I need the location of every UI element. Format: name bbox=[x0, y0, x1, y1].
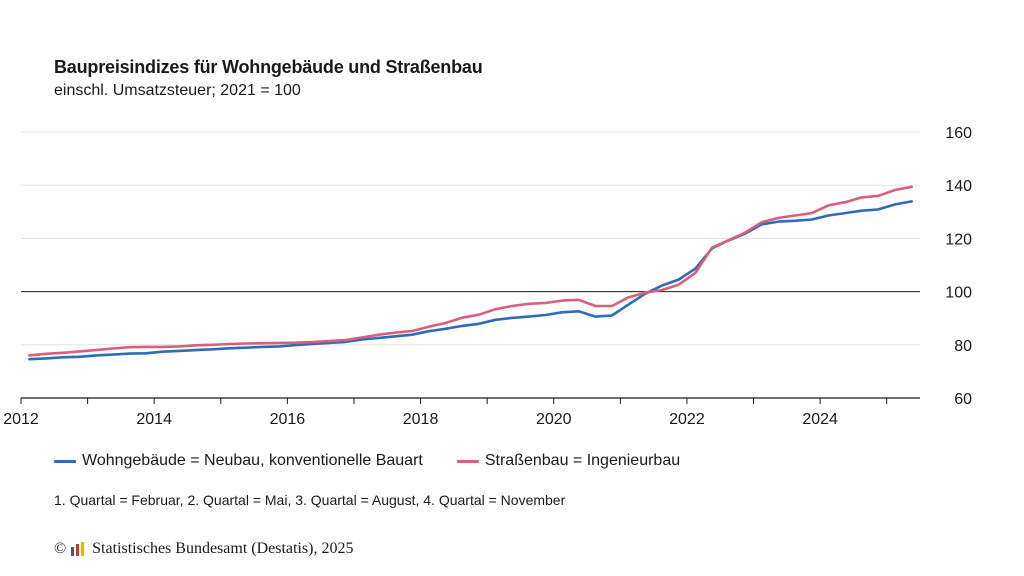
copyright-symbol: © bbox=[54, 540, 67, 557]
y-tick-label-160: 160 bbox=[945, 125, 972, 142]
gridlines bbox=[21, 131, 920, 346]
legend-swatch-wohngebaeude bbox=[54, 459, 76, 463]
x-tick-label-2016: 2016 bbox=[270, 411, 306, 428]
legend: Wohngebäude = Neubau, konventionelle Bau… bbox=[54, 452, 714, 470]
x-tick-label-2020: 2020 bbox=[536, 411, 572, 428]
legend-item-strassenbau[interactable]: Straßenbau = Ingenieurbau bbox=[456, 452, 681, 470]
series-line-wohngebaeude bbox=[27, 200, 914, 361]
series-lines bbox=[27, 185, 914, 361]
source-line: © Statistisches Bundesamt (Destatis), 20… bbox=[54, 540, 353, 558]
x-tick-label-2012: 2012 bbox=[3, 411, 39, 428]
x-tick-label-2024: 2024 bbox=[802, 411, 838, 428]
y-tick-label-80: 80 bbox=[954, 338, 972, 355]
x-tick-label-2018: 2018 bbox=[403, 411, 439, 428]
y-tick-label-120: 120 bbox=[945, 231, 972, 248]
quarter-note: 1. Quartal = Februar, 2. Quartal = Mai, … bbox=[54, 492, 566, 508]
y-axis: 60 80 100 120 140 160 bbox=[945, 125, 972, 408]
y-tick-label-60: 60 bbox=[954, 391, 972, 408]
line-chart: 2012 2014 2016 2018 2020 2022 2024 60 80 100 120 1… bbox=[3, 125, 972, 428]
x-tick-label-2022: 2022 bbox=[669, 411, 705, 428]
legend-swatch-strassenbau bbox=[456, 459, 479, 463]
y-tick-label-140: 140 bbox=[945, 178, 972, 195]
source-text: Statistisches Bundesamt (Destatis), 2025 bbox=[92, 540, 354, 557]
x-tick-label-2014: 2014 bbox=[136, 411, 172, 428]
destatis-logo-icon bbox=[71, 542, 85, 556]
x-axis: 2012 2014 2016 2018 2020 2022 2024 bbox=[3, 397, 920, 428]
chart-title: Baupreisindizes für Wohngebäude und Stra… bbox=[54, 57, 483, 77]
chart-subtitle: einschl. Umsatzsteuer; 2021 = 100 bbox=[54, 82, 301, 99]
legend-label-wohngebaeude: Wohngebäude = Neubau, konventionelle Bau… bbox=[82, 452, 423, 469]
legend-item-wohngebaeude[interactable]: Wohngebäude = Neubau, konventionelle Bau… bbox=[54, 452, 423, 470]
y-tick-label-100: 100 bbox=[945, 285, 972, 302]
series-line-strassenbau bbox=[27, 185, 914, 357]
legend-label-strassenbau: Straßenbau = Ingenieurbau bbox=[484, 452, 681, 469]
